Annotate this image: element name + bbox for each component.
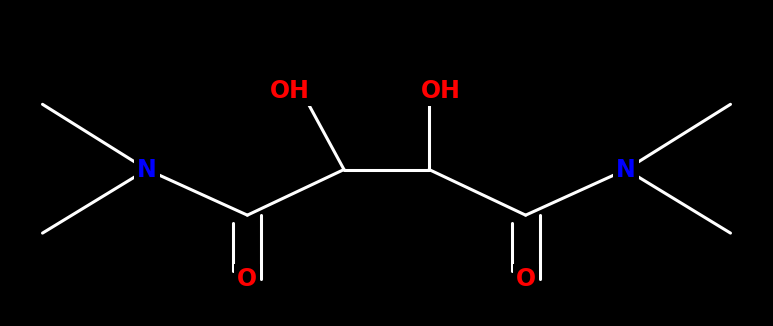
- Text: OH: OH: [421, 79, 461, 103]
- Text: N: N: [137, 157, 157, 182]
- Text: O: O: [516, 267, 536, 291]
- Text: O: O: [237, 267, 257, 291]
- Text: OH: OH: [270, 79, 310, 103]
- Text: N: N: [616, 157, 636, 182]
